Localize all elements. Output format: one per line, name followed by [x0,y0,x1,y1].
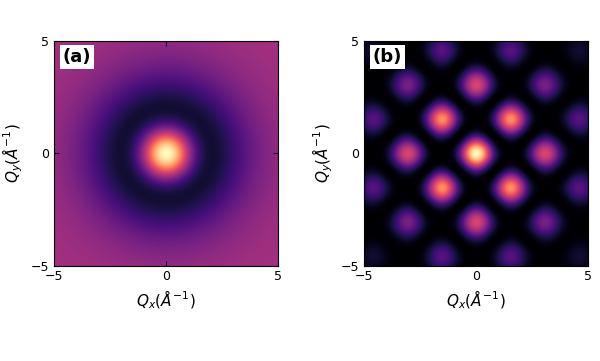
Text: (b): (b) [373,48,402,66]
Text: (a): (a) [63,48,91,66]
Y-axis label: $Q_y$($\AA^{-1}$): $Q_y$($\AA^{-1}$) [1,123,25,183]
X-axis label: $Q_x$($\AA^{-1}$): $Q_x$($\AA^{-1}$) [446,289,506,312]
X-axis label: $Q_x$($\AA^{-1}$): $Q_x$($\AA^{-1}$) [136,289,196,312]
Y-axis label: $Q_y$($\AA^{-1}$): $Q_y$($\AA^{-1}$) [310,123,335,183]
